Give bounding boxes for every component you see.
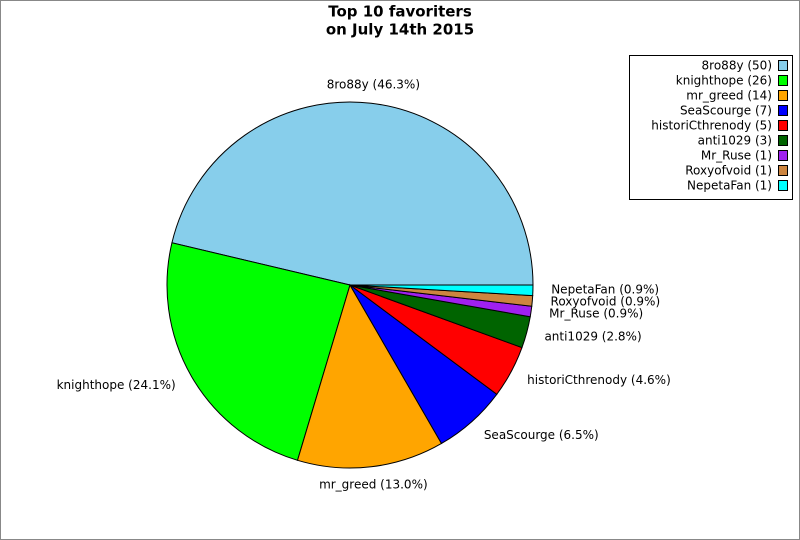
slice-label: anti1029 (2.8%) <box>544 330 641 344</box>
legend-swatch <box>778 105 788 116</box>
pie-slice <box>171 101 534 286</box>
pie-slice <box>349 284 534 297</box>
legend-label: historiCthrenody (5) <box>651 119 772 133</box>
slice-label: Roxyofvoid (0.9%) <box>551 295 661 309</box>
slice-label: NepetaFan (0.9%) <box>551 283 659 297</box>
legend-swatch <box>778 90 788 101</box>
legend-swatch <box>778 75 788 86</box>
legend-label: mr_greed (14) <box>686 89 772 103</box>
legend-swatch <box>778 60 788 71</box>
legend-label: Roxyofvoid (1) <box>685 164 772 178</box>
chart-title: on July 14th 2015 <box>326 21 474 39</box>
legend-label: NepetaFan (1) <box>687 179 772 193</box>
slice-label: mr_greed (13.0%) <box>319 477 428 491</box>
slice-label: SeaScourge (6.5%) <box>484 428 599 442</box>
legend-swatch <box>778 135 788 146</box>
legend-box <box>629 55 793 200</box>
legend-label: knighthope (26) <box>676 74 772 88</box>
chart-title: Top 10 favoriters <box>328 3 472 21</box>
legend-label: 8ro88y (50) <box>702 59 772 73</box>
slice-label: 8ro88y (46.3%) <box>327 78 420 92</box>
legend-swatch <box>778 120 788 131</box>
legend-swatch <box>778 150 788 161</box>
legend-swatch <box>778 165 788 176</box>
pie-slice <box>296 283 443 469</box>
slice-label: historiCthrenody (4.6%) <box>527 373 671 387</box>
slice-label: Mr_Ruse (0.9%) <box>549 307 643 321</box>
slice-label: knighthope (24.1%) <box>57 378 176 392</box>
legend-swatch <box>778 180 788 191</box>
legend-label: anti1029 (3) <box>698 134 772 148</box>
pie-slice <box>166 242 351 461</box>
legend-label: Mr_Ruse (1) <box>701 149 772 163</box>
legend-label: SeaScourge (7) <box>680 104 772 118</box>
